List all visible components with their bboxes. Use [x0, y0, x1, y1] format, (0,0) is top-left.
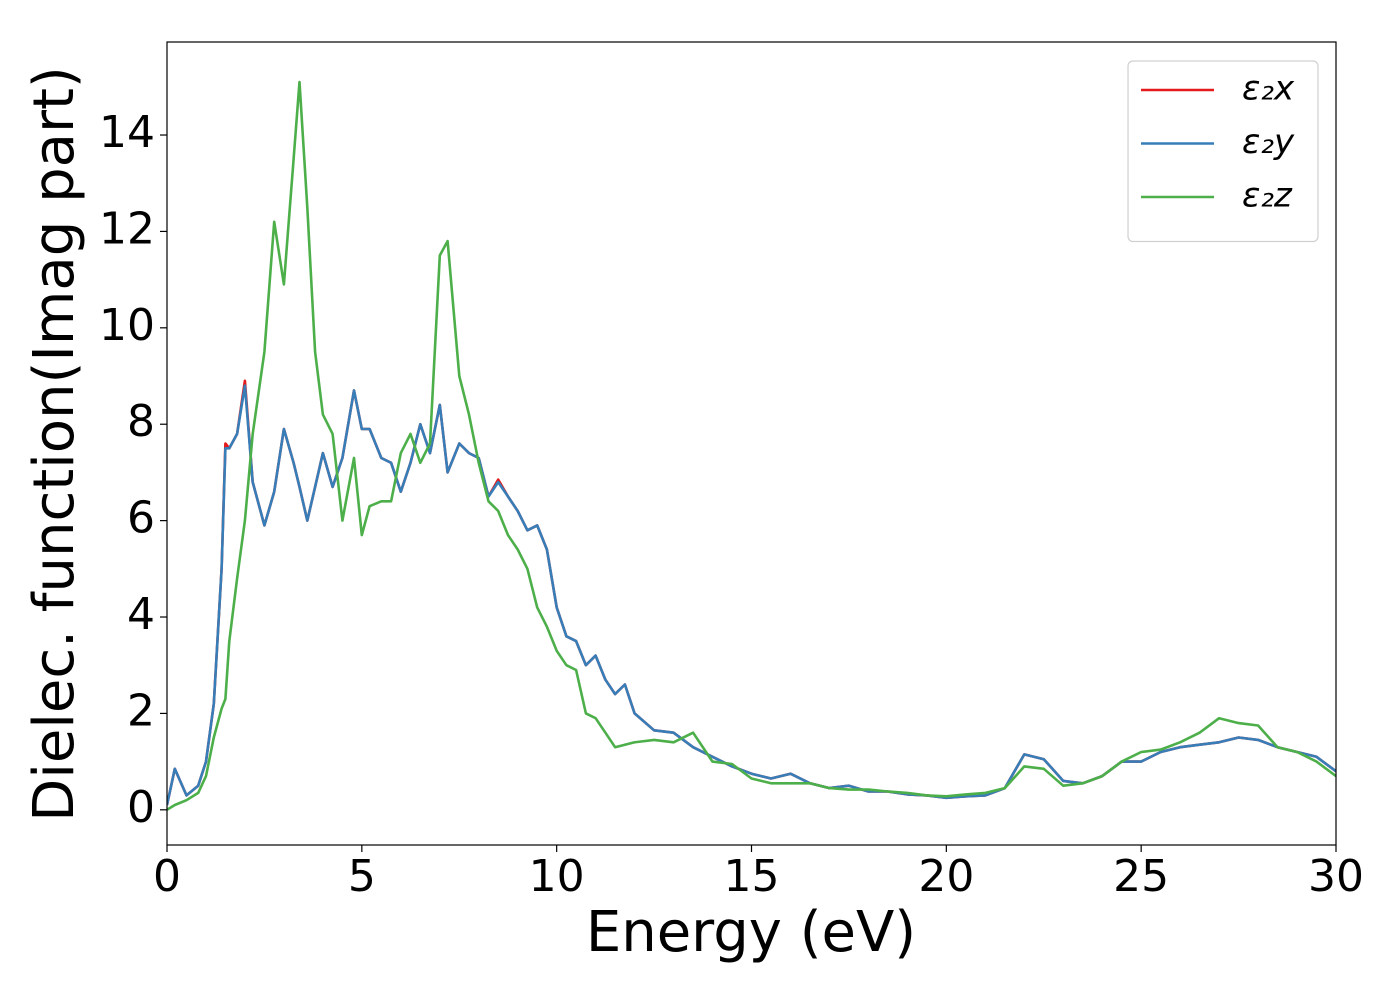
x-tick-label: 15: [724, 851, 780, 902]
y-tick-label: 8: [127, 396, 155, 447]
y-tick-label: 14: [99, 107, 155, 158]
x-tick-label: 30: [1308, 851, 1364, 902]
y-tick-label: 10: [99, 300, 155, 351]
x-tick-label: 25: [1113, 851, 1169, 902]
plot-area: [167, 80, 1336, 811]
y-tick-label: 2: [127, 685, 155, 736]
x-axis-label: Energy (eV): [586, 900, 916, 965]
y-axis-label: Dielec. function(Imag part): [22, 66, 87, 822]
y-tick-label: 6: [127, 493, 155, 544]
data-line: [167, 80, 1336, 811]
x-tick-label: 0: [153, 851, 181, 902]
data-line: [167, 384, 1336, 806]
legend-label: ε₂x: [1242, 69, 1295, 109]
y-tick-label: 4: [127, 589, 155, 640]
x-tick-label: 20: [918, 851, 974, 902]
y-tick-label: 0: [127, 782, 155, 833]
y-tick-label: 12: [99, 203, 155, 254]
x-tick-label: 5: [348, 851, 376, 902]
legend-label: ε₂y: [1242, 122, 1295, 162]
x-tick-label: 10: [529, 851, 585, 902]
legend-label: ε₂z: [1242, 176, 1293, 216]
